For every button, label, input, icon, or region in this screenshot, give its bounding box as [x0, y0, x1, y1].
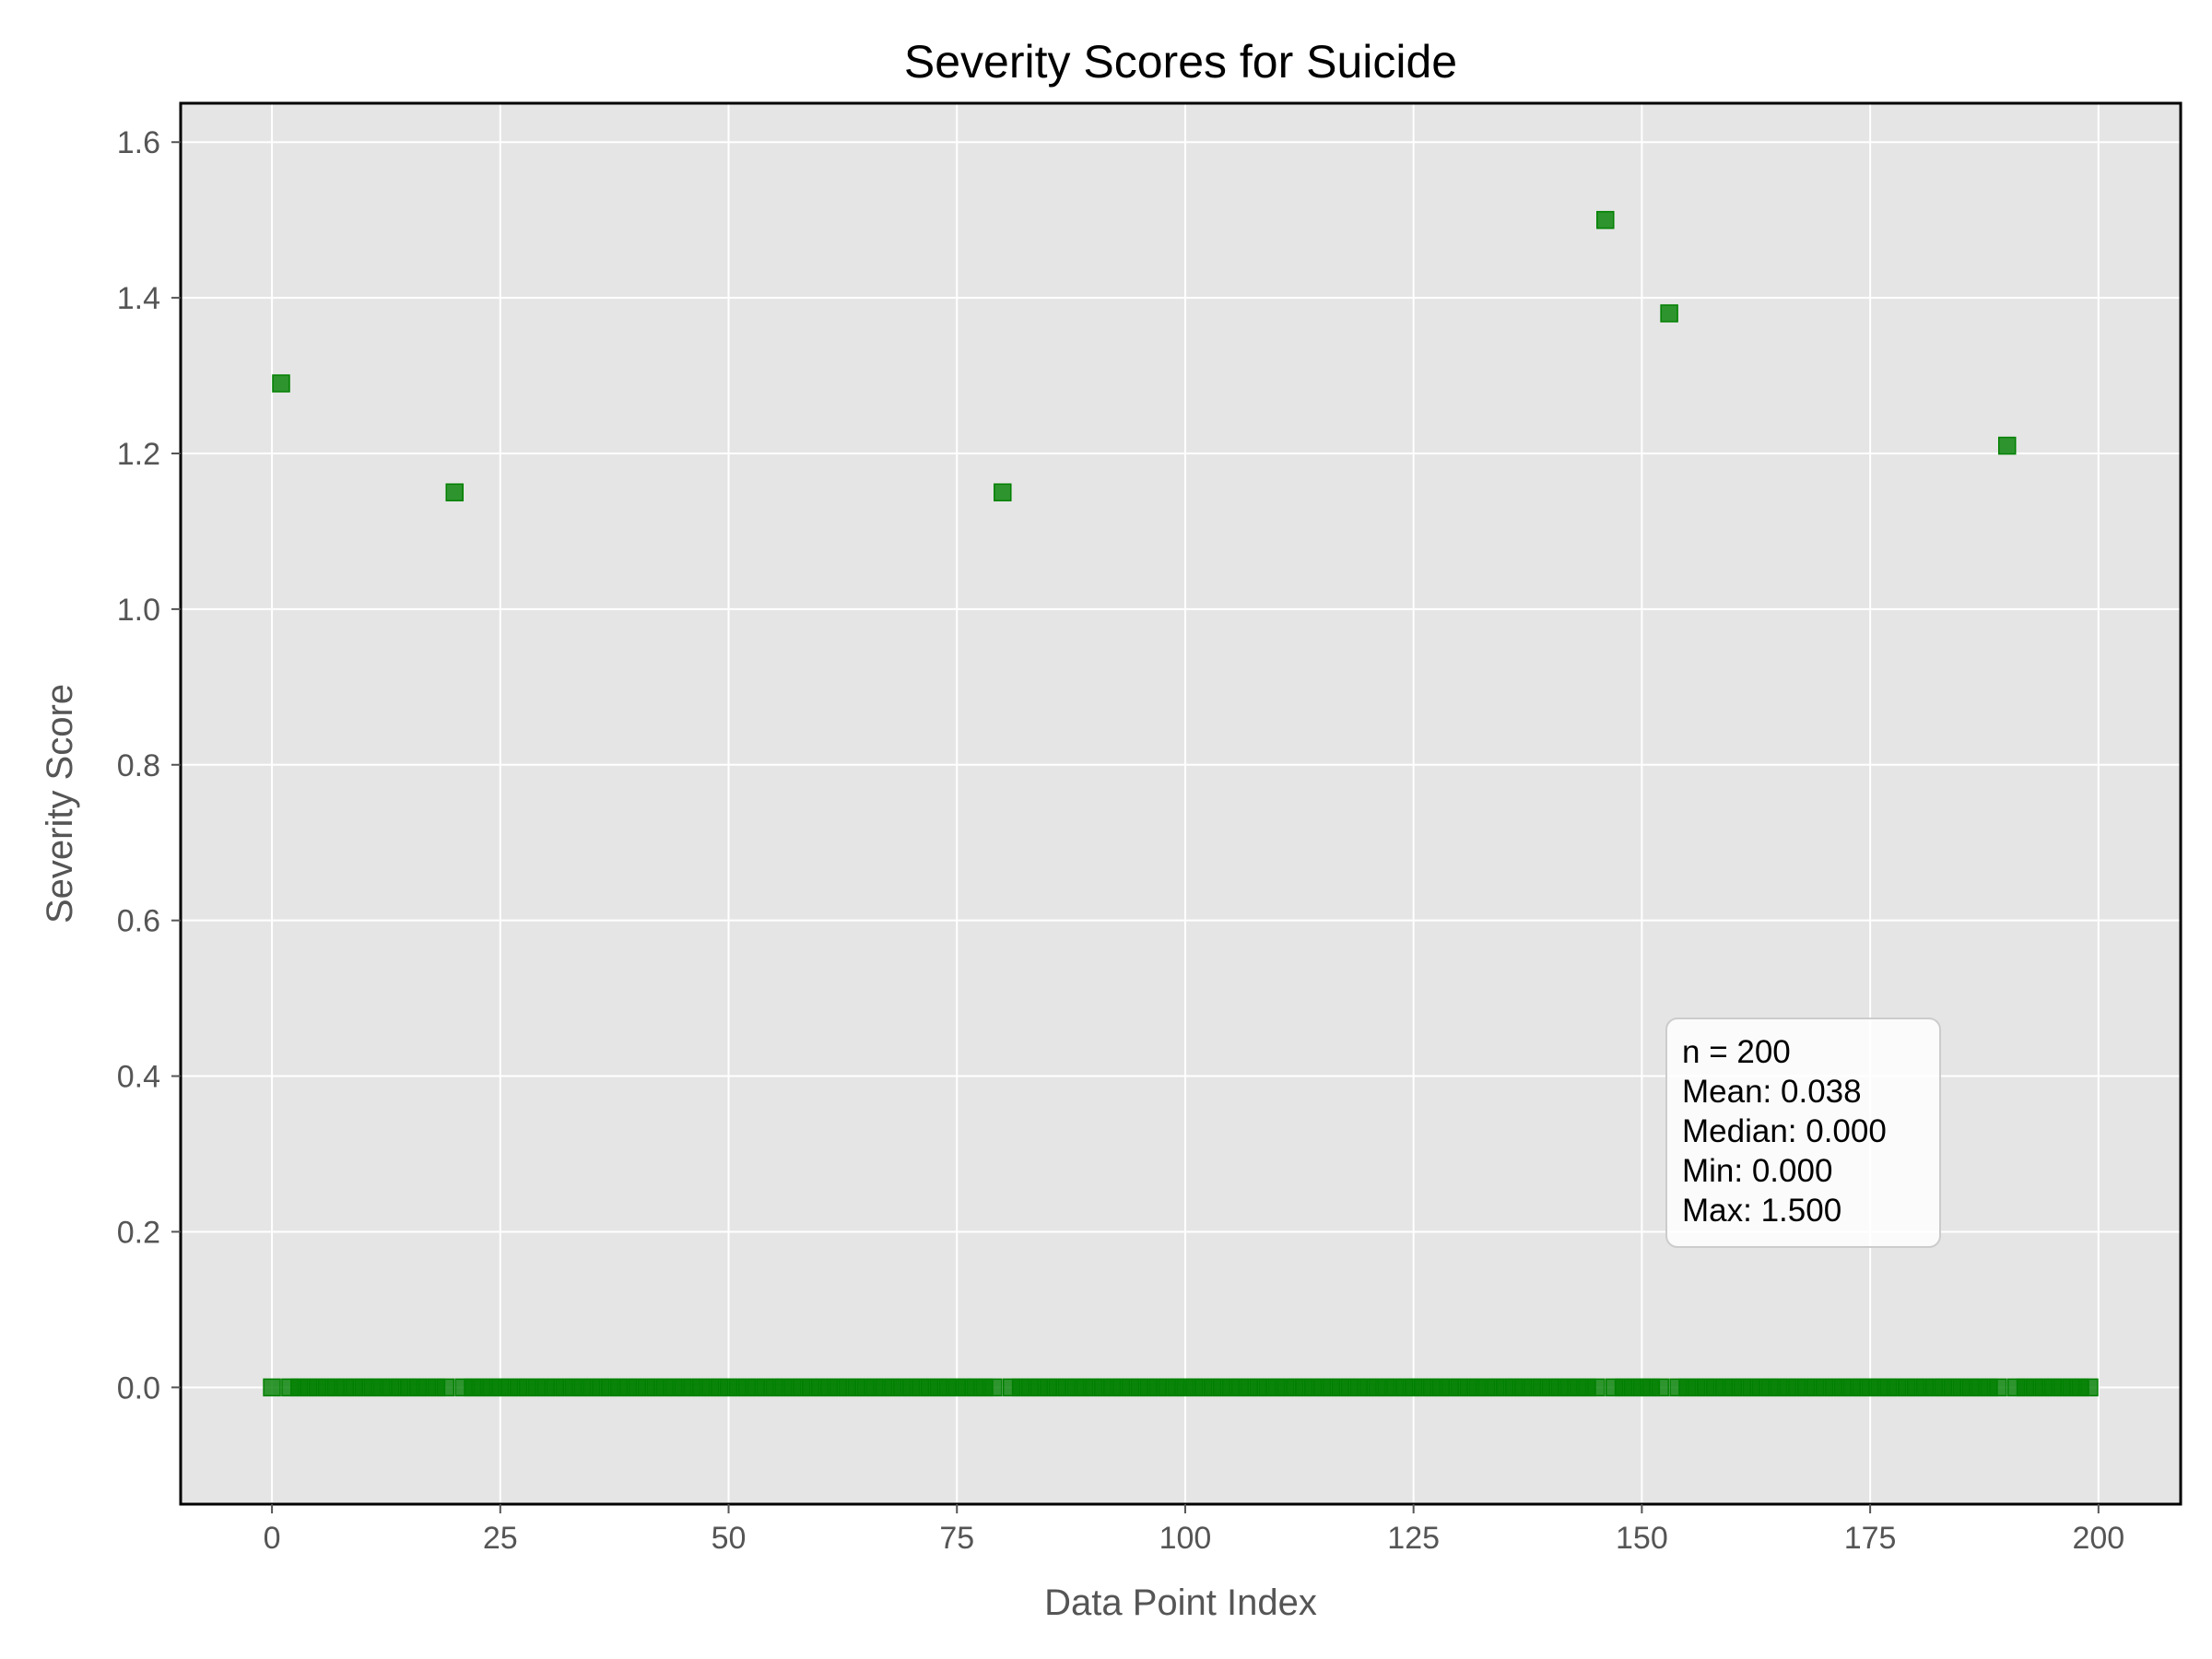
- x-tick-label: 175: [1844, 1521, 1897, 1556]
- data-point: [1596, 210, 1615, 229]
- data-point: [445, 483, 465, 501]
- data-point: [994, 483, 1012, 501]
- data-point: [1587, 1378, 1606, 1397]
- stats-max: Max: 1.500: [1682, 1193, 1841, 1229]
- x-tick-label: 150: [1616, 1521, 1668, 1556]
- y-tick-label: 0.6: [117, 904, 160, 939]
- x-tick-label: 125: [1387, 1521, 1440, 1556]
- y-tick-label: 1.4: [117, 281, 160, 316]
- data-point: [263, 1378, 281, 1397]
- data-point: [436, 1378, 455, 1397]
- data-point: [1989, 1378, 2007, 1397]
- stats-box-frame: [1665, 1018, 1941, 1248]
- y-tick-label: 0.8: [117, 748, 160, 783]
- y-tick-label: 1.6: [117, 125, 160, 160]
- y-tick-label: 0.2: [117, 1215, 160, 1250]
- x-tick-label: 200: [2072, 1521, 2124, 1556]
- y-tick-label: 0.4: [117, 1060, 160, 1095]
- data-point: [1997, 436, 2017, 455]
- x-axis-label: Data Point Index: [1044, 1583, 1317, 1623]
- data-point: [984, 1378, 1003, 1397]
- plot-background: [181, 103, 2181, 1504]
- stats-mean: Mean: 0.038: [1682, 1074, 1862, 1110]
- x-tick-label: 50: [712, 1521, 747, 1556]
- y-tick-label: 0.0: [117, 1371, 160, 1406]
- gridlines: [181, 103, 2181, 1504]
- stats-box: n = 200 Mean: 0.038 Median: 0.000 Min: 0…: [1665, 1018, 1941, 1248]
- data-point: [1660, 304, 1678, 323]
- stats-median: Median: 0.000: [1682, 1113, 1887, 1149]
- x-tick-label: 100: [1159, 1521, 1212, 1556]
- y-tick-label: 1.2: [117, 437, 160, 472]
- stats-min: Min: 0.000: [1682, 1153, 1832, 1189]
- chart-title: Severity Scores for Suicide: [904, 36, 1457, 88]
- x-tick-label: 25: [483, 1521, 518, 1556]
- data-point: [1651, 1378, 1669, 1397]
- data-points: [263, 210, 2099, 1397]
- stats-n: n = 200: [1682, 1034, 1791, 1070]
- x-tick-label: 0: [264, 1521, 281, 1556]
- axis-ticks: 0 25 50 75 100 125 150 175 200 0.0 0.2 0.4 0.6 0.8 1.0…: [117, 125, 2124, 1556]
- y-axis-label: Severity Score: [40, 684, 80, 924]
- plot-frame: [179, 101, 2183, 1506]
- x-tick-label: 75: [939, 1521, 974, 1556]
- data-point: [2080, 1378, 2099, 1397]
- y-tick-label: 1.0: [117, 593, 160, 628]
- data-point: [272, 374, 290, 393]
